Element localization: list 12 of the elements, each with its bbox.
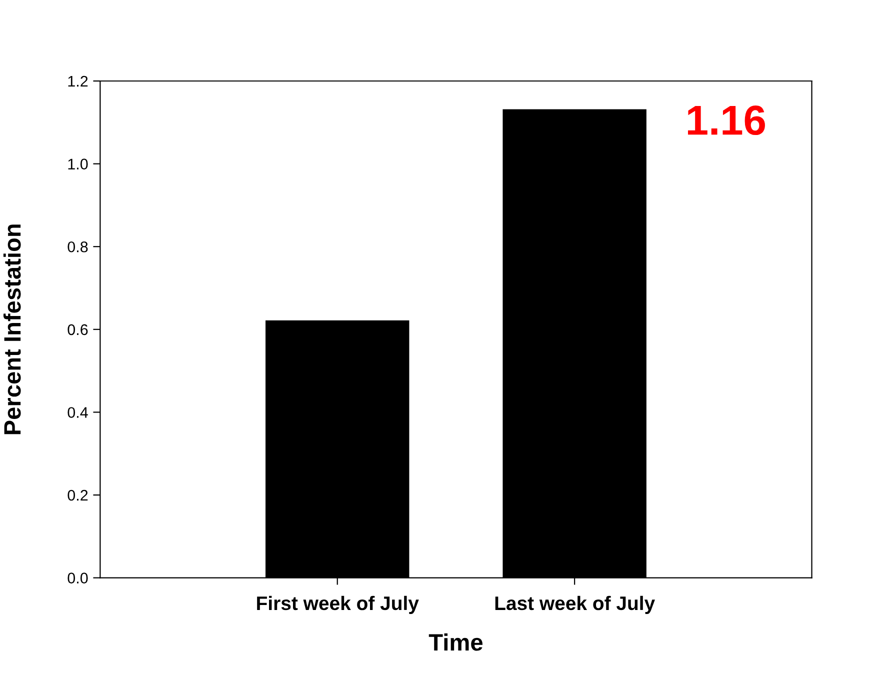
y-tick-label: 0.0: [68, 572, 88, 584]
x-tick-label: First week of July: [257, 596, 419, 614]
annotation: 1.16: [688, 106, 765, 136]
x-axis-title: Time: [428, 633, 483, 651]
y-tick-label: 0.4: [68, 407, 88, 418]
y-tick-label: 0.8: [68, 241, 88, 252]
y-axis-title: Percent Infestation: [3, 224, 21, 434]
y-tick-label: 1.0: [68, 158, 88, 170]
y-tick-label: 0.2: [68, 490, 88, 501]
x-tick-label: Last week of July: [495, 596, 655, 614]
y-tick-label: 1.2: [68, 76, 88, 87]
y-tick-label: 0.6: [68, 324, 88, 336]
